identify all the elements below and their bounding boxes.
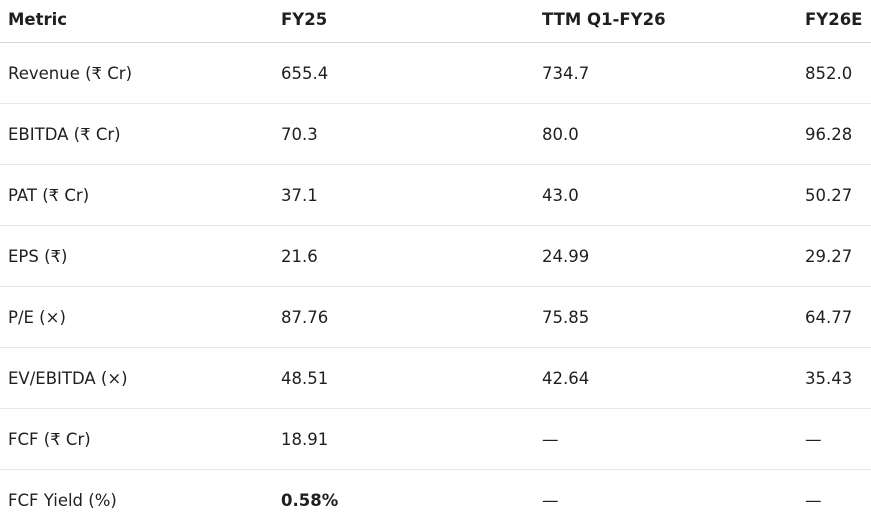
metric-cell: PAT (₹ Cr) bbox=[8, 185, 90, 205]
table-row: EBITDA (₹ Cr) 70.3 80.0 96.28 bbox=[0, 104, 871, 165]
fy26e-cell: 96.28 bbox=[805, 124, 853, 144]
fy26e-cell: 35.43 bbox=[805, 368, 853, 388]
ttm-cell: 24.99 bbox=[542, 246, 590, 266]
metric-cell: EBITDA (₹ Cr) bbox=[8, 124, 121, 144]
table-row: EV/EBITDA (×) 48.51 42.64 35.43 bbox=[0, 348, 871, 409]
ttm-cell: 80.0 bbox=[542, 124, 579, 144]
table-row: FCF (₹ Cr) 18.91 — — bbox=[0, 409, 871, 470]
table-row: FCF Yield (%) 0.58% — — bbox=[0, 470, 871, 531]
metric-cell: EV/EBITDA (×) bbox=[8, 368, 128, 388]
metric-cell: FCF (₹ Cr) bbox=[8, 429, 91, 449]
metric-cell: P/E (×) bbox=[8, 307, 66, 327]
header-metric: Metric bbox=[8, 9, 68, 29]
table-header-row: Metric FY25 TTM Q1-FY26 FY26E bbox=[0, 0, 871, 43]
ttm-cell: 734.7 bbox=[542, 63, 590, 83]
fy26e-cell: 852.0 bbox=[805, 63, 853, 83]
header-fy25: FY25 bbox=[281, 9, 328, 29]
fy25-cell: 70.3 bbox=[281, 124, 318, 144]
fy26e-cell: — bbox=[805, 491, 822, 511]
ttm-cell: 43.0 bbox=[542, 185, 579, 205]
header-ttm-q1-fy26: TTM Q1-FY26 bbox=[542, 9, 666, 29]
fy25-cell: 0.58% bbox=[281, 491, 339, 511]
fy25-cell: 21.6 bbox=[281, 246, 318, 266]
metric-cell: Revenue (₹ Cr) bbox=[8, 63, 133, 83]
fy25-cell: 655.4 bbox=[281, 63, 329, 83]
fy25-cell: 48.51 bbox=[281, 368, 329, 388]
fy26e-cell: 50.27 bbox=[805, 185, 853, 205]
ttm-cell: 75.85 bbox=[542, 307, 590, 327]
fy25-cell: 87.76 bbox=[281, 307, 329, 327]
table-row: P/E (×) 87.76 75.85 64.77 bbox=[0, 287, 871, 348]
fy26e-cell: 64.77 bbox=[805, 307, 853, 327]
fy25-cell: 18.91 bbox=[281, 429, 329, 449]
table-row: Revenue (₹ Cr) 655.4 734.7 852.0 bbox=[0, 43, 871, 104]
fy26e-cell: — bbox=[805, 429, 822, 449]
header-fy26e: FY26E bbox=[805, 9, 863, 29]
metric-cell: EPS (₹) bbox=[8, 246, 68, 266]
fy25-cell: 37.1 bbox=[281, 185, 318, 205]
fy26e-cell: 29.27 bbox=[805, 246, 853, 266]
table-row: EPS (₹) 21.6 24.99 29.27 bbox=[0, 226, 871, 287]
metric-cell: FCF Yield (%) bbox=[8, 491, 117, 511]
ttm-cell: 42.64 bbox=[542, 368, 590, 388]
ttm-cell: — bbox=[542, 429, 559, 449]
table-row: PAT (₹ Cr) 37.1 43.0 50.27 bbox=[0, 165, 871, 226]
ttm-cell: — bbox=[542, 491, 559, 511]
